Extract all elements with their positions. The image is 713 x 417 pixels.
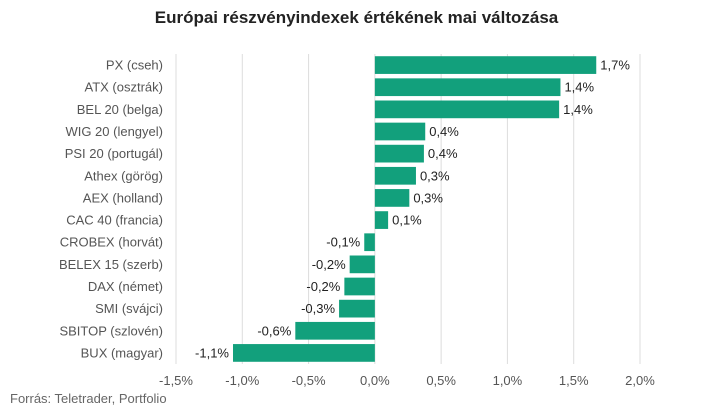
bar: [374, 166, 416, 185]
category-label: BELEX 15 (szerb): [59, 257, 163, 272]
bar: [339, 299, 375, 318]
x-tick-label: -0,5%: [292, 373, 326, 388]
category-label: PX (cseh): [106, 58, 163, 73]
x-tick-label: -1,5%: [159, 373, 193, 388]
bar: [295, 321, 375, 340]
category-label: ATX (osztrák): [85, 80, 164, 95]
category-label: PSI 20 (portugál): [65, 146, 163, 161]
bar: [364, 233, 375, 252]
data-label: -0,3%: [301, 301, 335, 316]
bar: [374, 100, 560, 119]
category-label: CAC 40 (francia): [66, 213, 163, 228]
data-label: 1,4%: [564, 80, 594, 95]
category-label: BEL 20 (belga): [77, 102, 163, 117]
bar: [374, 144, 424, 163]
category-label: CROBEX (horvát): [60, 235, 163, 250]
bar: [374, 189, 410, 207]
data-label: 0,4%: [428, 146, 458, 161]
chart-title: Európai részvényindexek értékének mai vá…: [154, 8, 559, 27]
data-label: 1,4%: [563, 102, 593, 117]
category-label: AEX (holland): [83, 190, 163, 205]
category-label: SBITOP (szlovén): [59, 323, 163, 338]
x-tick-label: -1,0%: [225, 373, 259, 388]
data-label: 1,7%: [600, 58, 630, 73]
data-label: -0,2%: [312, 257, 346, 272]
x-tick-label: 1,5%: [559, 373, 589, 388]
bar: [374, 122, 426, 141]
bar: [344, 277, 375, 296]
category-label: DAX (német): [88, 279, 163, 294]
bar: [374, 56, 597, 74]
data-label: -0,1%: [326, 235, 360, 250]
data-label: -0,6%: [257, 323, 291, 338]
x-tick-label: 0,0%: [360, 373, 390, 388]
category-label: Athex (görög): [84, 168, 163, 183]
category-label: SMI (svájci): [95, 301, 163, 316]
category-label: BUX (magyar): [81, 345, 163, 360]
x-tick-label: 2,0%: [625, 373, 655, 388]
data-label: 0,4%: [429, 124, 459, 139]
x-tick-label: 1,0%: [493, 373, 523, 388]
data-label: 0,3%: [413, 190, 443, 205]
data-label: -0,2%: [306, 279, 340, 294]
bar: [374, 211, 389, 229]
bar: [374, 78, 561, 97]
x-tick-label: 0,5%: [426, 373, 456, 388]
bar: [233, 344, 375, 362]
source-note: Forrás: Teletrader, Portfolio: [10, 391, 167, 406]
data-label: 0,1%: [392, 213, 422, 228]
data-label: -1,1%: [195, 345, 229, 360]
bar: [349, 255, 375, 274]
data-label: 0,3%: [420, 168, 450, 183]
category-label: WIG 20 (lengyel): [65, 124, 163, 139]
